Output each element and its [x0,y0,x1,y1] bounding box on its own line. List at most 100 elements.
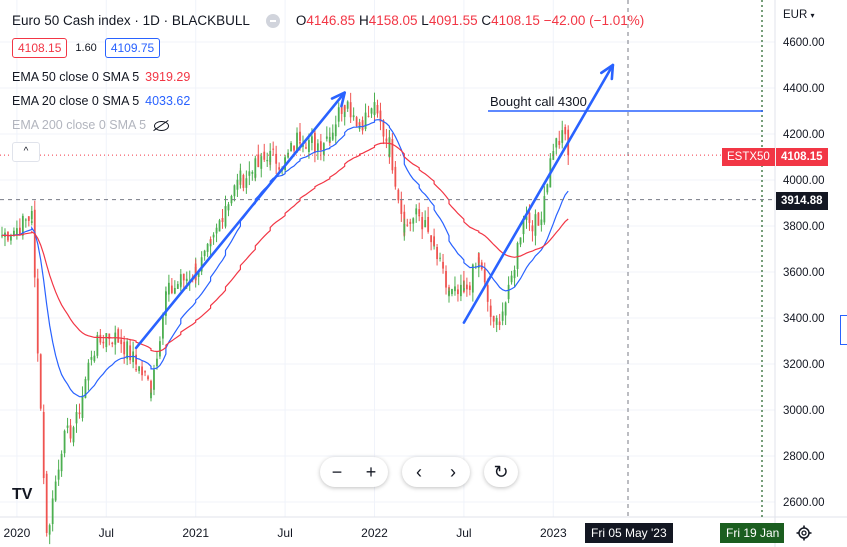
candle-body [457,289,459,295]
candle-body [319,141,322,151]
candle-body [564,126,567,135]
candle-body [290,142,292,152]
candle-body [167,282,170,295]
indicator-ema20[interactable]: EMA 20 close 0 SMA 5 4033.62 [12,94,191,108]
candle-body [299,141,301,144]
candle-body [10,236,12,241]
candle-body [364,112,367,129]
candle-body [218,220,221,232]
candle-body [379,110,382,122]
candle-body [528,212,531,223]
zoom-out-button[interactable]: − [331,461,343,482]
candle-body [325,136,328,139]
gear-icon[interactable] [796,525,812,541]
candle-body [471,264,474,293]
candle-body [346,101,349,109]
candle-body [397,189,400,201]
candle-body [150,380,152,395]
candle-body [108,333,111,339]
indicator-ema50[interactable]: EMA 50 close 0 SMA 5 3919.29 [12,70,191,84]
candle-body [275,153,278,164]
candle-body [123,341,126,355]
candle-body [254,158,257,179]
currency-label[interactable]: EUR ▾ [783,9,815,21]
ema20-line [1,119,569,398]
scroll-right-button[interactable]: › [450,461,456,482]
candle-body [1,235,3,237]
candle-body [537,212,540,226]
candle-body [162,315,164,339]
annotation-label[interactable]: Bought call 4300 [490,94,587,109]
candle-body [489,305,492,317]
candle-body [13,230,15,237]
candle-body [33,209,36,278]
reset-chart-button[interactable]: ↻ [493,461,509,482]
candle-body [30,221,33,223]
candle-body [39,354,42,409]
candle-body [251,172,254,174]
candle-body [460,284,462,297]
settings-dot-icon[interactable] [265,13,280,28]
candle-body [170,285,173,294]
zoom-in-button[interactable]: + [365,461,377,482]
candle-body [45,473,48,533]
candle-body [516,243,519,269]
sell-price-button[interactable]: 4108.15 [12,38,68,58]
candle-body [84,379,87,398]
candle-body [388,137,391,158]
candle-body [495,318,498,325]
candle-body [206,243,209,252]
candle-body [63,430,66,454]
candle-body [150,392,152,399]
candle-body [257,154,260,168]
candle-body [93,355,96,362]
candle-body [227,204,230,211]
candle-body [176,284,179,289]
candle-body [534,214,537,236]
candle-body [159,341,161,357]
candle-body [343,104,346,110]
candle-body [203,250,206,257]
candle-body [87,362,90,381]
buy-price-button[interactable]: 4109.75 [104,38,161,58]
candle-body [129,345,132,361]
candle-body [36,278,39,354]
price-tick-label: 3200.00 [783,359,825,371]
indicator-ema200[interactable]: EMA 200 close 0 SMA 5 [12,118,170,132]
candle-body [54,481,57,501]
candle-body [96,335,99,356]
candle-body [182,273,185,281]
candle-body [436,246,438,260]
time-tick-label: Jul [99,526,114,540]
candle-body [263,151,266,160]
candle-body [385,138,388,142]
time-tick-label: 2020 [4,526,31,540]
candle-body [105,333,108,348]
time-tick-label: Jul [456,526,471,540]
collapse-legend-button[interactable]: ^ [12,142,40,162]
candle-body [21,215,24,236]
candle-body [406,224,409,226]
tradingview-logo[interactable]: TV [12,486,33,503]
candle-body [239,170,242,182]
symbol-title[interactable]: Euro 50 Cash index · 1D · BLACKBULL [12,13,250,28]
price-tick-label: 4200.00 [783,129,825,141]
scroll-edge-handle[interactable] [840,315,847,345]
eye-off-icon[interactable] [154,120,170,131]
candle-body [418,209,421,214]
candle-body [245,178,248,188]
candle-body [370,108,373,114]
candle-body [75,412,78,424]
candle-body [147,376,149,380]
candle-body [99,334,102,343]
candle-body [558,140,561,145]
time-tick-label: 2023 [540,526,567,540]
scroll-left-button[interactable]: ‹ [416,461,422,482]
candle-body [165,291,167,316]
candle-body [424,220,427,228]
candle-body [120,339,123,345]
candle-body [522,220,525,235]
chevron-down-icon: ▾ [810,11,815,20]
